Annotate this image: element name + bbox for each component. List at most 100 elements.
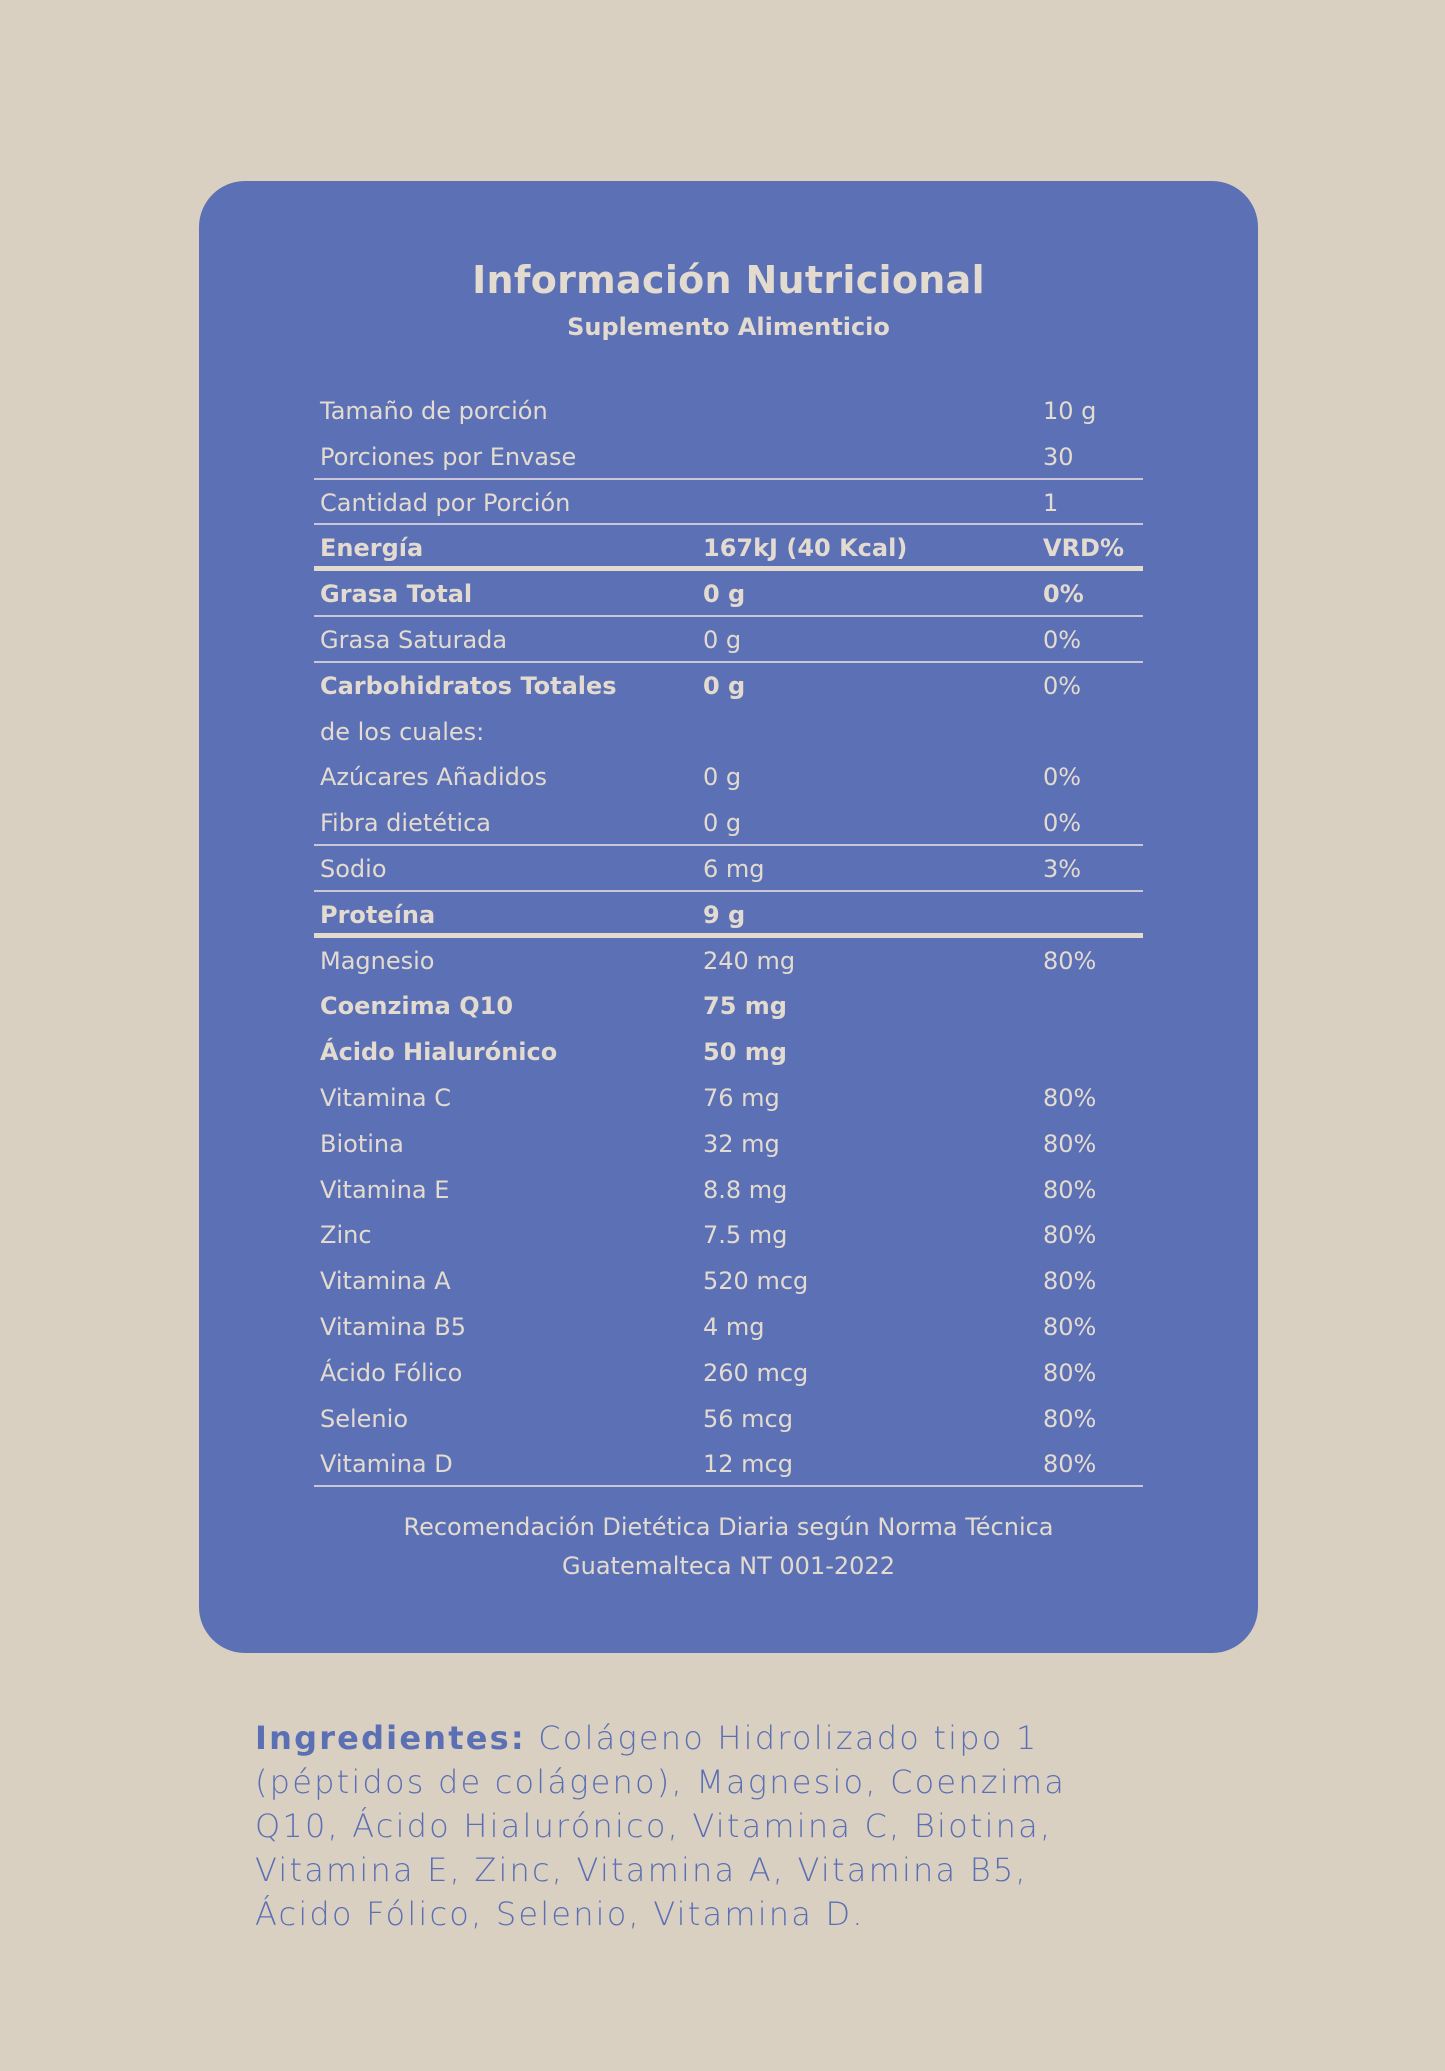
page-subtitle: Suplemento Alimenticio	[567, 313, 890, 341]
nutrient-vrd: 80%	[1043, 1083, 1097, 1112]
nutrient-vrd: VRD%	[1043, 534, 1125, 563]
table-row: Porciones por Envase 30	[314, 434, 1143, 480]
nutrient-vrd: 0%	[1043, 809, 1082, 838]
table-row: Magnesio 240 mg 80%	[314, 938, 1143, 984]
table-row: Tamaño de porción 10 g	[314, 388, 1143, 434]
nutrient-vrd: 3%	[1043, 854, 1082, 883]
table-row: Azúcares Añadidos 0 g 0%	[314, 754, 1143, 800]
table-row: Energía 167kJ (40 Kcal) VRD%	[314, 525, 1143, 572]
nutrient-vrd: 1	[1043, 488, 1059, 517]
footnote: Recomendación Dietética Diaria según Nor…	[199, 1508, 1258, 1586]
table-row: Cantidad por Porción 1	[314, 480, 1143, 526]
nutrient-vrd: 80%	[1043, 1221, 1097, 1250]
nutrient-name: Vitamina C	[320, 1083, 452, 1112]
nutrition-facts-card: Información Nutricional Suplemento Alime…	[199, 181, 1258, 1653]
ingredients-line: Colágeno Hidrolizado tipo 1	[538, 1719, 1039, 1757]
nutrient-name: Grasa Saturada	[320, 625, 508, 654]
nutrient-amount: 12 mcg	[703, 1450, 793, 1479]
nutrient-vrd: 80%	[1043, 1175, 1097, 1204]
nutrient-vrd: 30	[1043, 442, 1074, 471]
nutrient-name: Fibra dietética	[320, 809, 491, 838]
nutrient-amount: 9 g	[703, 900, 746, 929]
nutrient-amount: 0 g	[703, 625, 742, 654]
table-row: de los cuales:	[314, 709, 1143, 755]
footnote-line: Recomendación Dietética Diaria según Nor…	[403, 1513, 1054, 1541]
nutrient-vrd: 0%	[1043, 625, 1082, 654]
nutrient-name: Magnesio	[320, 946, 435, 975]
nutrient-vrd: 0%	[1043, 671, 1082, 700]
nutrient-name: de los cuales:	[320, 717, 485, 746]
nutrient-name: Proteína	[320, 900, 436, 929]
nutrient-name: Ácido Hialurónico	[320, 1038, 558, 1067]
footnote-line: Guatemalteca NT 001-2022	[562, 1552, 895, 1580]
nutrient-name: Porciones por Envase	[320, 442, 577, 471]
nutrient-amount: 56 mcg	[703, 1404, 793, 1433]
table-row: Vitamina C 76 mg 80%	[314, 1075, 1143, 1121]
table-row: Proteína 9 g	[314, 892, 1143, 938]
nutrient-name: Biotina	[320, 1129, 404, 1158]
nutrient-amount: 0 g	[703, 809, 742, 838]
table-row: Selenio 56 mcg 80%	[314, 1396, 1143, 1442]
nutrient-amount: 0 g	[703, 671, 746, 700]
nutrient-name: Carbohidratos Totales	[320, 671, 617, 700]
ingredients-line: Q10, Ácido Hialurónico, Vitamina C, Biot…	[255, 1807, 1053, 1845]
nutrient-amount: 260 mcg	[703, 1358, 809, 1387]
table-row: Ácido Hialurónico 50 mg	[314, 1029, 1143, 1075]
nutrient-vrd: 10 g	[1043, 397, 1097, 425]
page-title: Información Nutricional	[472, 258, 985, 302]
table-row: Vitamina A 520 mcg 80%	[314, 1258, 1143, 1304]
nutrient-name: Energía	[320, 534, 424, 563]
table-row: Vitamina E 8.8 mg 80%	[314, 1167, 1143, 1213]
ingredients-line: Vitamina E, Zinc, Vitamina A, Vitamina B…	[255, 1851, 1028, 1889]
nutrient-amount: 32 mg	[703, 1129, 780, 1158]
table-row: Coenzima Q10 75 mg	[314, 983, 1143, 1029]
nutrient-name: Grasa Total	[320, 580, 473, 609]
nutrient-amount: 8.8 mg	[703, 1175, 788, 1204]
nutrient-name: Zinc	[320, 1221, 372, 1250]
nutrient-amount: 50 mg	[703, 1038, 787, 1067]
nutrient-amount: 520 mcg	[703, 1267, 809, 1296]
nutrient-amount: 7.5 mg	[703, 1221, 788, 1250]
nutrient-amount: 75 mg	[703, 992, 787, 1021]
table-row: Biotina 32 mg 80%	[314, 1121, 1143, 1167]
nutrient-vrd: 80%	[1043, 1312, 1097, 1341]
table-row: Zinc 7.5 mg 80%	[314, 1212, 1143, 1258]
nutrient-name: Sodio	[320, 854, 387, 883]
ingredients-line: (péptidos de colágeno), Magnesio, Coenzi…	[255, 1763, 1067, 1801]
nutrient-name: Ácido Fólico	[320, 1358, 463, 1387]
nutrient-amount: 0 g	[703, 763, 742, 792]
nutrient-amount: 6 mg	[703, 854, 765, 883]
table-row: Fibra dietética 0 g 0%	[314, 800, 1143, 846]
nutrient-vrd: 0%	[1043, 580, 1084, 609]
table-row: Grasa Total 0 g 0%	[314, 571, 1143, 617]
nutrient-vrd: 80%	[1043, 1267, 1097, 1296]
table-row: Vitamina B5 4 mg 80%	[314, 1304, 1143, 1350]
nutrient-vrd: 0%	[1043, 763, 1082, 792]
nutrient-name: Cantidad por Porción	[320, 488, 571, 517]
nutrient-name: Vitamina A	[320, 1267, 451, 1296]
table-row: Sodio 6 mg 3%	[314, 846, 1143, 892]
nutrient-name: Coenzima Q10	[320, 992, 514, 1021]
nutrient-name: Tamaño de porción	[320, 397, 548, 425]
nutrient-vrd: 80%	[1043, 946, 1097, 975]
nutrient-name: Vitamina D	[320, 1450, 453, 1479]
nutrient-amount: 240 mg	[703, 946, 796, 975]
nutrient-vrd: 80%	[1043, 1404, 1097, 1433]
table-row: Ácido Fólico 260 mcg 80%	[314, 1350, 1143, 1396]
nutrient-name: Selenio	[320, 1404, 408, 1433]
nutrient-vrd: 80%	[1043, 1129, 1097, 1158]
nutrient-name: Azúcares Añadidos	[320, 763, 548, 792]
ingredients-section: Ingredientes: Colágeno Hidrolizado tipo …	[255, 1716, 1066, 1936]
nutrient-amount: 4 mg	[703, 1312, 765, 1341]
nutrition-table: Tamaño de porción 10 g Porciones por Envas…	[314, 388, 1143, 1488]
table-row: Carbohidratos Totales 0 g 0%	[314, 663, 1143, 709]
nutrient-amount: 76 mg	[703, 1083, 780, 1112]
nutrient-name: Vitamina E	[320, 1175, 450, 1204]
nutrient-vrd: 80%	[1043, 1358, 1097, 1387]
ingredients-line: Ácido Fólico, Selenio, Vitamina D.	[255, 1895, 865, 1933]
nutrient-name: Vitamina B5	[320, 1312, 467, 1341]
ingredients-label: Ingredientes:	[255, 1719, 526, 1757]
nutrient-vrd: 80%	[1043, 1450, 1097, 1479]
table-row: Grasa Saturada 0 g 0%	[314, 617, 1143, 663]
nutrient-amount: 167kJ (40 Kcal)	[703, 534, 908, 563]
